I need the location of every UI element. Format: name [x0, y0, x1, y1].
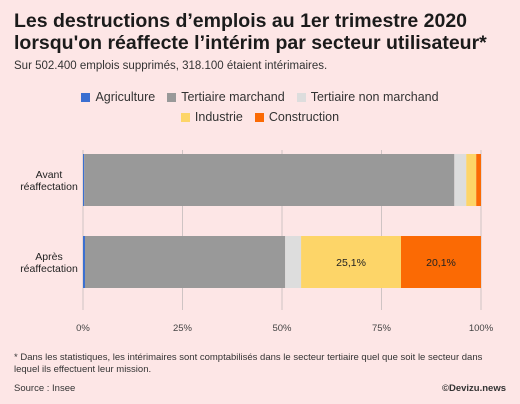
- data-label: 25,1%: [336, 257, 366, 269]
- legend-item: Industrie: [180, 110, 243, 124]
- legend-label: Tertiaire non marchand: [310, 90, 439, 104]
- category-label-line: réaffectation: [20, 263, 78, 275]
- x-tick-label: 0%: [76, 323, 90, 334]
- legend-item: Tertiaire non marchand: [296, 90, 439, 104]
- chart-title: Les destructions d’emplois au 1er trimes…: [14, 10, 487, 54]
- bar-segment: [84, 236, 286, 288]
- legend-item: Agriculture: [81, 90, 155, 104]
- category-label: Après réaffectation: [20, 251, 78, 275]
- legend-swatch: [296, 92, 306, 102]
- footnote: * Dans les statistiques, les intérimaire…: [14, 352, 483, 375]
- legend-row: Industrie Construction: [0, 108, 520, 126]
- legend-swatch: [180, 112, 190, 122]
- legend-label: Tertiaire marchand: [181, 90, 285, 104]
- legend-swatch: [254, 112, 264, 122]
- legend-label: Industrie: [194, 110, 243, 124]
- bar-segment: [476, 154, 481, 206]
- category-label: Avant réaffectation: [20, 169, 78, 193]
- legend-item: Construction: [254, 110, 340, 124]
- brand-credit: ©Devizu.news: [441, 383, 506, 394]
- bar-segment: [466, 154, 477, 206]
- x-tick-label: 25%: [173, 323, 193, 334]
- bar-segment: [84, 154, 455, 206]
- legend-swatch: [167, 92, 177, 102]
- legend-swatch: [81, 92, 91, 102]
- bar-segment: [83, 236, 85, 288]
- chart-legend: Agriculture Tertiaire marchand Tertiaire n…: [0, 88, 520, 126]
- legend-item: Tertiaire marchand: [167, 90, 285, 104]
- legend-label: Construction: [268, 110, 340, 124]
- chart-subtitle: Sur 502.400 emplois supprimés, 318.100 é…: [14, 60, 328, 72]
- category-label-line: Après: [35, 251, 62, 263]
- category-label-line: réaffectation: [20, 181, 78, 193]
- bar-segment: [401, 236, 481, 288]
- x-tick-label: 100%: [469, 323, 494, 334]
- x-tick-label: 75%: [372, 323, 392, 334]
- bar-segment: [285, 236, 302, 288]
- bar-segment: [454, 154, 467, 206]
- bar-segment: [301, 236, 402, 288]
- source-label: Source : Insee: [14, 383, 76, 394]
- legend-label: Agriculture: [95, 90, 156, 104]
- legend-row: Agriculture Tertiaire marchand Tertiaire n…: [0, 88, 520, 106]
- category-label-line: Avant: [36, 169, 63, 181]
- bar-segment: [83, 154, 85, 206]
- x-tick-label: 50%: [272, 323, 292, 334]
- data-label: 20,1%: [426, 257, 456, 269]
